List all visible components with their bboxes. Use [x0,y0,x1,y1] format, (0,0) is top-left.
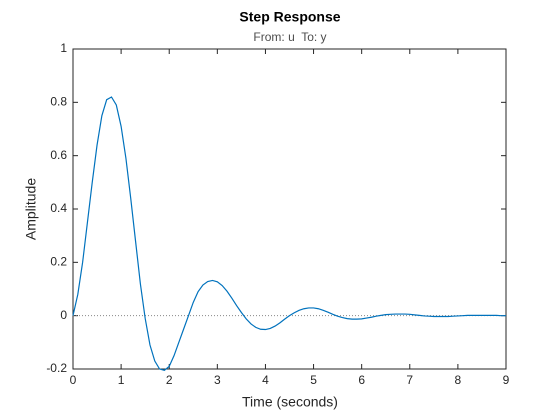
y-tick-label: 0.2 [50,255,67,269]
x-axis-label: Time (seconds) [242,394,338,410]
x-tick-label: 9 [503,373,510,387]
y-tick-label: 0.6 [50,148,67,162]
x-tick-label: 2 [166,373,173,387]
x-tick-label: 1 [118,373,125,387]
data-line [72,96,506,371]
y-axis-label: Amplitude [23,178,39,240]
x-tick-label: 5 [310,373,317,387]
y-tick-label: 0.8 [50,95,67,109]
x-tick-label: 6 [358,373,365,387]
y-tick-label: -0.2 [46,361,67,375]
chart-title: Step Response [239,9,340,25]
chart-subtitle: From: u To: y [253,30,326,44]
y-tick-label: 0.4 [50,201,67,215]
x-tick-label: 3 [214,373,221,387]
x-tick-label: 0 [70,373,77,387]
y-tick-label: 1 [60,41,67,55]
x-tick-label: 4 [262,373,269,387]
x-tick-label: 7 [406,373,413,387]
y-tick-label: 0 [60,308,67,322]
x-tick-label: 8 [455,373,462,387]
